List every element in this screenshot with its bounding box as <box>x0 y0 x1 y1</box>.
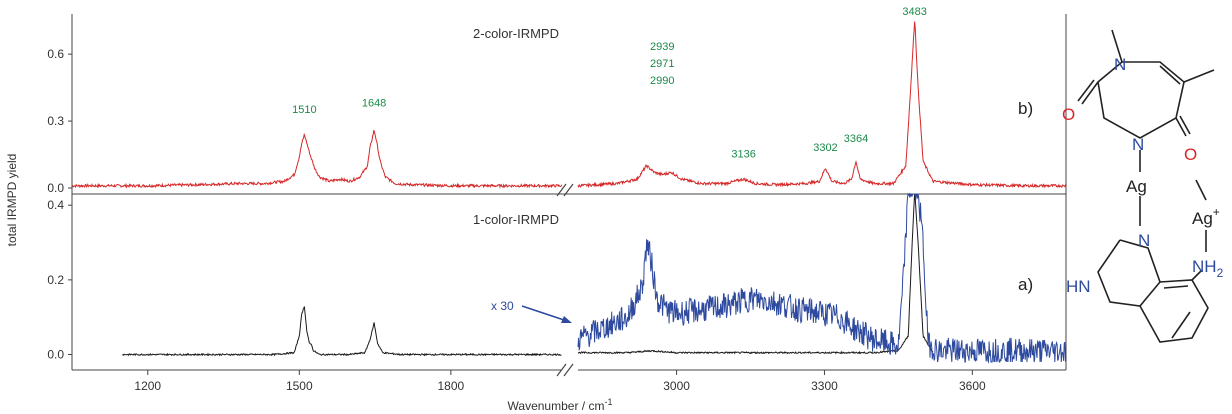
panel-label-b: b) <box>1018 99 1033 118</box>
axis-break-mark <box>563 363 574 377</box>
imidazole-ring <box>1097 239 1161 307</box>
x-tick-label: 3000 <box>663 379 690 393</box>
peak-label-2971: 2971 <box>650 58 674 70</box>
peak-label-1510: 1510 <box>292 104 316 116</box>
axis-break-mark <box>556 363 567 377</box>
series-line-bottom-1-1 <box>577 192 1067 364</box>
benzene-inner-2 <box>1163 285 1189 289</box>
pyrimidine-ring <box>1097 61 1185 139</box>
y-tick-label: 0.0 <box>47 181 64 195</box>
plot-frames <box>71 14 1067 377</box>
nitrogen-atom: N <box>1114 55 1126 74</box>
axis-break-mark <box>563 183 574 197</box>
top-panel-title: 2-color-IRMPD <box>473 26 559 41</box>
scale-factor-arrow <box>521 305 572 323</box>
x-tick-label: 1200 <box>134 379 161 393</box>
carbonyl-bond-4 <box>1179 115 1191 135</box>
chart-labels: 2-color-IRMPD 1-color-IRMPD total IRMPD … <box>5 26 612 413</box>
series-lines <box>71 21 1067 364</box>
scale-factor-label: x 30 <box>491 299 514 313</box>
carbonyl-bond <box>1081 81 1099 105</box>
silver-atom: Ag <box>1126 177 1147 196</box>
oxygen-atom: O <box>1062 105 1075 124</box>
peak-label-3136: 3136 <box>731 149 755 161</box>
y-tick-label: 0.4 <box>47 198 64 212</box>
series-line-bottom-0-1 <box>577 193 934 355</box>
peak-label-2939: 2939 <box>650 41 674 53</box>
panel-label-a: a) <box>1018 275 1033 294</box>
peak-label-3364: 3364 <box>844 133 868 145</box>
nitrogen-atom-2: N <box>1132 135 1144 154</box>
silver-atom-2: Ag+ <box>1192 205 1220 228</box>
carbonyl-bond-3 <box>1175 117 1187 137</box>
double-bond <box>1159 65 1181 85</box>
axis-ticks: 0.0 0.3 0.6 0.0 0.2 0.4 1200 1500 1800 3000 3300 36… <box>47 47 986 393</box>
nh2-group: NH2 <box>1192 257 1224 280</box>
x-tick-label: 1500 <box>286 379 313 393</box>
peak-label-1648: 1648 <box>362 97 386 109</box>
peak-label-3302: 3302 <box>813 142 837 154</box>
o-ag-bond <box>1195 179 1207 201</box>
nitrogen-atom-3: N <box>1138 231 1150 250</box>
x-tick-label: 3600 <box>959 379 986 393</box>
peak-label-2990: 2990 <box>650 75 674 87</box>
axis-break-mark <box>556 183 567 197</box>
series-line-bottom-0-0 <box>122 306 562 357</box>
molecule-structure <box>1077 29 1215 343</box>
carbonyl-bond-2 <box>1077 79 1095 102</box>
y-tick-label: 0.3 <box>47 114 64 128</box>
methyl-bond <box>1183 69 1215 83</box>
hn-group: HN <box>1066 277 1091 296</box>
benzene-ring <box>1139 279 1209 343</box>
peak-label-3483: 3483 <box>902 6 926 18</box>
oxygen-atom-2: O <box>1184 145 1197 164</box>
y-axis-label: total IRMPD yield <box>5 154 19 247</box>
x-tick-label: 3300 <box>811 379 838 393</box>
nh2-bond <box>1191 269 1203 281</box>
x-axis-label-superscript: -1 <box>604 397 612 407</box>
benzene-inner <box>1171 311 1191 339</box>
peak-annotations: 1510 1648 2939 2971 2990 3136 3302 3364 3483 <box>292 6 927 161</box>
y-tick-label: 0.2 <box>47 273 64 287</box>
bottom-panel-title: 1-color-IRMPD <box>473 212 559 227</box>
silver-charge: + <box>1213 205 1220 219</box>
y-tick-label: 0.6 <box>47 47 64 61</box>
series-line-top-0-1 <box>577 21 1067 189</box>
x-tick-label: 1800 <box>438 379 465 393</box>
methyl-bond-n <box>1111 29 1123 63</box>
y-tick-label: 0.0 <box>47 348 64 362</box>
x-axis-label: Wavenumber / cm-1 <box>508 397 613 413</box>
nh2-subscript: 2 <box>1217 266 1224 280</box>
molecule-labels: b) a) O N N O Ag Ag+ N HN NH2 <box>1018 55 1224 296</box>
series-line-top-0-0 <box>71 129 563 189</box>
